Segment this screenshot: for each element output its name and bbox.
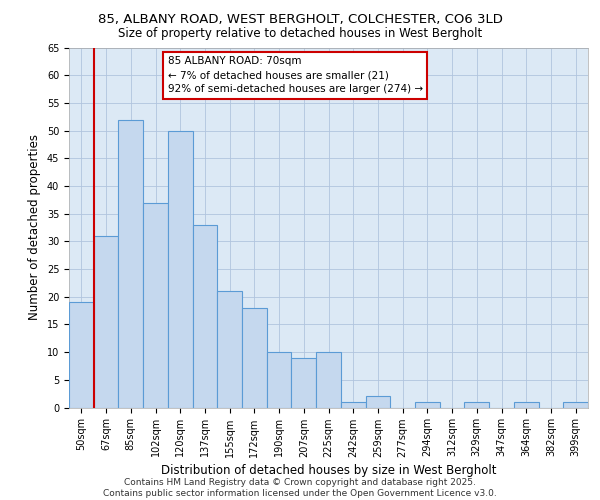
Bar xyxy=(514,402,539,407)
Bar xyxy=(94,236,118,408)
Bar xyxy=(267,352,292,408)
Bar xyxy=(464,402,489,407)
Text: 85 ALBANY ROAD: 70sqm
← 7% of detached houses are smaller (21)
92% of semi-detac: 85 ALBANY ROAD: 70sqm ← 7% of detached h… xyxy=(167,56,423,94)
Bar xyxy=(341,402,365,407)
Text: Contains HM Land Registry data © Crown copyright and database right 2025.
Contai: Contains HM Land Registry data © Crown c… xyxy=(103,478,497,498)
X-axis label: Distribution of detached houses by size in West Bergholt: Distribution of detached houses by size … xyxy=(161,464,496,476)
Bar xyxy=(143,202,168,408)
Text: Size of property relative to detached houses in West Bergholt: Size of property relative to detached ho… xyxy=(118,28,482,40)
Bar xyxy=(69,302,94,408)
Bar xyxy=(415,402,440,407)
Bar xyxy=(193,224,217,408)
Bar xyxy=(242,308,267,408)
Bar xyxy=(316,352,341,408)
Bar xyxy=(118,120,143,408)
Bar xyxy=(563,402,588,407)
Text: 85, ALBANY ROAD, WEST BERGHOLT, COLCHESTER, CO6 3LD: 85, ALBANY ROAD, WEST BERGHOLT, COLCHEST… xyxy=(98,12,502,26)
Bar xyxy=(168,130,193,407)
Bar xyxy=(217,291,242,408)
Bar xyxy=(292,358,316,408)
Y-axis label: Number of detached properties: Number of detached properties xyxy=(28,134,41,320)
Bar xyxy=(365,396,390,407)
